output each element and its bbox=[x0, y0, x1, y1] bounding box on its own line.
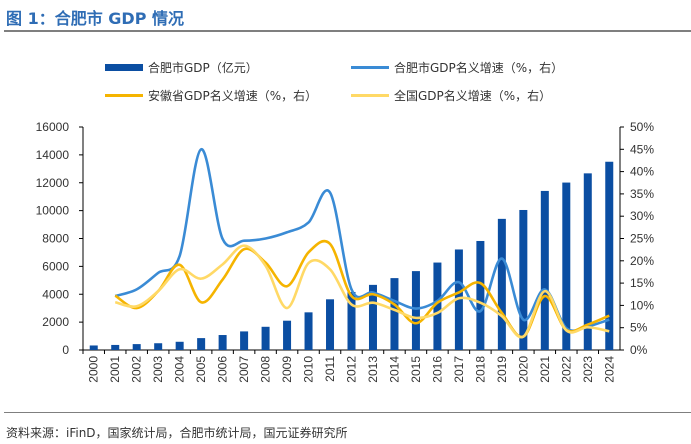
left-tick-label: 16000 bbox=[36, 120, 70, 134]
legend-label: 全国GDP名义增速（%，右） bbox=[394, 89, 552, 103]
right-tick-label: 15% bbox=[630, 276, 654, 290]
bar-2006 bbox=[218, 335, 227, 350]
x-tick-label: 2003 bbox=[151, 356, 165, 383]
bar-2004 bbox=[175, 341, 184, 350]
bar-2005 bbox=[197, 338, 206, 350]
bar-2003 bbox=[154, 343, 163, 350]
bar-2020 bbox=[519, 209, 528, 350]
right-tick-label: 25% bbox=[630, 232, 654, 246]
x-tick-label: 2012 bbox=[345, 356, 359, 383]
legend-swatch bbox=[105, 94, 143, 97]
line-series-3 bbox=[114, 244, 610, 339]
bar-2007 bbox=[240, 331, 249, 350]
x-tick-label: 2011 bbox=[323, 356, 337, 382]
bar-2011 bbox=[326, 299, 335, 350]
line-series-1 bbox=[114, 147, 610, 332]
legend-swatch bbox=[351, 94, 389, 97]
right-tick-label: 30% bbox=[630, 209, 654, 223]
legend-swatch bbox=[351, 66, 389, 69]
bar-2001 bbox=[111, 344, 120, 350]
x-tick-label: 2001 bbox=[108, 356, 122, 383]
bar-2019 bbox=[497, 218, 506, 350]
x-tick-label: 2002 bbox=[130, 356, 144, 383]
x-tick-label: 2022 bbox=[559, 356, 573, 383]
title-divider bbox=[4, 30, 691, 32]
x-tick-label: 2010 bbox=[302, 356, 316, 383]
bar-2022 bbox=[562, 182, 571, 350]
bar-2024 bbox=[605, 161, 614, 350]
left-tick-label: 0 bbox=[62, 343, 69, 357]
x-tick-label: 2020 bbox=[516, 356, 530, 383]
x-tick-label: 2015 bbox=[409, 356, 423, 383]
right-tick-label: 50% bbox=[630, 120, 654, 134]
chart-title: 图 1：合肥市 GDP 情况 bbox=[6, 9, 184, 28]
x-tick-label: 2006 bbox=[216, 356, 230, 383]
right-tick-label: 0% bbox=[630, 343, 648, 357]
legend-label: 安徽省GDP名义增速（%，右） bbox=[148, 89, 318, 103]
left-tick-label: 8000 bbox=[42, 232, 69, 246]
right-tick-label: 10% bbox=[630, 298, 654, 312]
legend-item-anhui-growth: 安徽省GDP名义增速（%，右） bbox=[105, 87, 317, 104]
legend-item-hefei-growth: 合肥市GDP名义增速（%，右） bbox=[351, 59, 563, 76]
left-tick-label: 10000 bbox=[36, 204, 70, 218]
x-tick-label: 2004 bbox=[173, 356, 187, 383]
x-tick-label: 2013 bbox=[366, 356, 380, 383]
x-tick-label: 2019 bbox=[495, 356, 509, 383]
x-tick-label: 2024 bbox=[602, 356, 616, 383]
source-note: 资料来源：iFinD，国家统计局，合肥市统计局，国元证券研究所 bbox=[6, 426, 348, 440]
left-tick-label: 2000 bbox=[42, 315, 69, 329]
bar-2017 bbox=[454, 249, 463, 350]
left-tick-label: 6000 bbox=[42, 259, 69, 273]
x-tick-label: 2021 bbox=[538, 356, 552, 383]
x-tick-label: 2007 bbox=[237, 356, 251, 383]
legend-label: 合肥市GDP（亿元） bbox=[148, 61, 258, 75]
bar-2002 bbox=[132, 344, 141, 350]
left-tick-label: 12000 bbox=[36, 176, 70, 190]
x-tick-label: 2009 bbox=[280, 356, 294, 383]
x-tick-label: 2016 bbox=[430, 356, 444, 383]
left-tick-label: 14000 bbox=[36, 148, 70, 162]
right-tick-label: 20% bbox=[630, 254, 654, 268]
bar-2013 bbox=[368, 284, 377, 350]
bar-2009 bbox=[283, 320, 292, 350]
x-tick-label: 2023 bbox=[581, 356, 595, 383]
bar-2014 bbox=[390, 278, 399, 350]
bar-2015 bbox=[411, 271, 420, 350]
legend-label: 合肥市GDP名义增速（%，右） bbox=[394, 61, 564, 75]
x-tick-label: 2017 bbox=[452, 356, 466, 383]
bar-2010 bbox=[304, 312, 313, 350]
x-tick-label: 2008 bbox=[259, 356, 273, 383]
line-series-2 bbox=[114, 239, 610, 339]
bar-2000 bbox=[89, 345, 98, 350]
bar-2016 bbox=[433, 262, 442, 350]
bar-2012 bbox=[347, 291, 356, 350]
x-tick-label: 2000 bbox=[87, 356, 101, 383]
footer-divider bbox=[4, 412, 691, 413]
right-tick-label: 35% bbox=[630, 187, 654, 201]
legend-item-national-growth: 全国GDP名义增速（%，右） bbox=[351, 87, 551, 104]
right-tick-label: 45% bbox=[630, 142, 654, 156]
legend-item-hefei-gdp: 合肥市GDP（亿元） bbox=[105, 59, 258, 76]
left-tick-label: 4000 bbox=[42, 287, 69, 301]
right-tick-label: 5% bbox=[630, 321, 648, 335]
bar-2023 bbox=[583, 173, 592, 350]
legend-swatch bbox=[105, 64, 143, 71]
x-tick-label: 2018 bbox=[473, 356, 487, 383]
x-tick-label: 2005 bbox=[194, 356, 208, 383]
x-tick-label: 2014 bbox=[387, 356, 401, 383]
right-tick-label: 40% bbox=[630, 165, 654, 179]
bar-2008 bbox=[261, 326, 270, 350]
bar-2021 bbox=[540, 190, 549, 350]
bar-2018 bbox=[476, 240, 485, 350]
